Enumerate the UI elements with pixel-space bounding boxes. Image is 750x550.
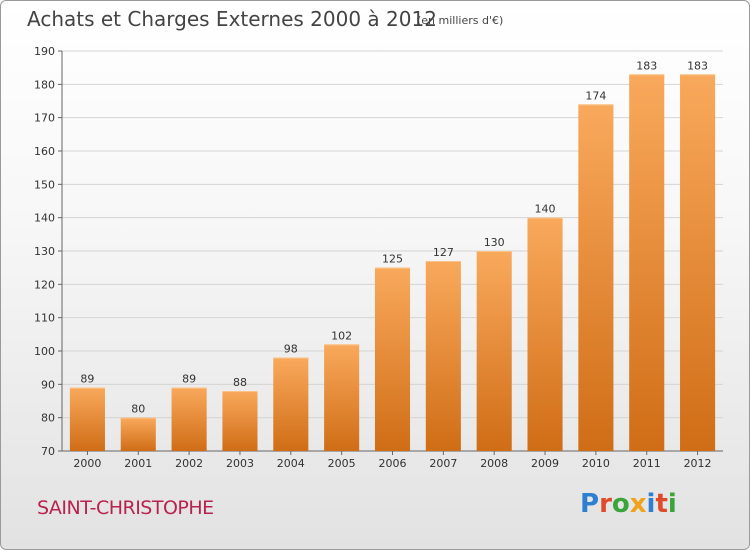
bar <box>425 261 461 451</box>
data-label: 88 <box>233 376 247 389</box>
chart-unit: (en milliers d'€) <box>417 14 504 27</box>
city-name: SAINT-CHRISTOPHE <box>37 497 214 519</box>
data-label: 80 <box>131 403 145 416</box>
x-tick-label: 2011 <box>633 457 661 470</box>
axes: 70 80 90 100 110 120 130 140 150 160 170 180 190 2000… <box>34 45 723 470</box>
y-tick-label: 150 <box>34 178 55 191</box>
x-tick-label: 2001 <box>124 457 152 470</box>
bar <box>629 74 665 451</box>
y-tick-label: 110 <box>34 312 55 325</box>
y-tick-label: 160 <box>34 145 55 158</box>
bar <box>374 267 411 451</box>
x-tick-label: 2005 <box>328 457 356 470</box>
x-tick-label: 2000 <box>73 457 101 470</box>
bar <box>476 251 512 451</box>
y-tick-label: 130 <box>34 245 55 258</box>
data-label: 174 <box>585 89 606 102</box>
chart-title: Achats et Charges Externes 2000 à 2012 <box>27 7 437 31</box>
bar <box>324 344 360 451</box>
y-tick-label: 170 <box>34 112 55 125</box>
bar <box>120 417 156 451</box>
x-tick-label: 2010 <box>582 457 610 470</box>
bar <box>680 74 716 451</box>
bar <box>273 357 309 451</box>
bar <box>69 387 105 451</box>
bar <box>527 217 563 451</box>
x-tick-label: 2012 <box>684 457 712 470</box>
bar <box>171 387 207 451</box>
x-tick-label: 2008 <box>480 457 508 470</box>
bars <box>69 74 716 451</box>
y-tick-label: 90 <box>41 378 55 391</box>
labels: 89 80 89 88 98 102 125 127 130 140 174 183 183 <box>80 59 708 415</box>
data-label: 125 <box>382 253 403 266</box>
y-tick-label: 180 <box>34 78 55 91</box>
y-tick-label: 100 <box>34 345 55 358</box>
data-label: 98 <box>284 343 298 356</box>
x-tick-label: 2004 <box>277 457 305 470</box>
data-label: 130 <box>484 236 505 249</box>
bar <box>578 104 614 451</box>
bar <box>222 391 258 451</box>
x-tick-label: 2003 <box>226 457 254 470</box>
y-tick-label: 80 <box>41 412 55 425</box>
data-label: 89 <box>182 373 196 386</box>
y-tick-label: 140 <box>34 212 55 225</box>
data-label: 183 <box>636 59 657 72</box>
data-label: 102 <box>331 329 352 342</box>
proxiti-logo[interactable]: Proxiti <box>580 489 677 519</box>
data-label: 183 <box>687 59 708 72</box>
x-tick-label: 2002 <box>175 457 203 470</box>
data-label: 140 <box>535 203 556 216</box>
x-tick-label: 2006 <box>379 457 407 470</box>
data-label: 89 <box>80 373 94 386</box>
y-tick-label: 120 <box>34 278 55 291</box>
x-tick-label: 2007 <box>429 457 457 470</box>
data-label: 127 <box>433 246 454 259</box>
y-tick-label: 190 <box>34 45 55 58</box>
y-tick-label: 70 <box>41 445 55 458</box>
x-tick-label: 2009 <box>531 457 559 470</box>
